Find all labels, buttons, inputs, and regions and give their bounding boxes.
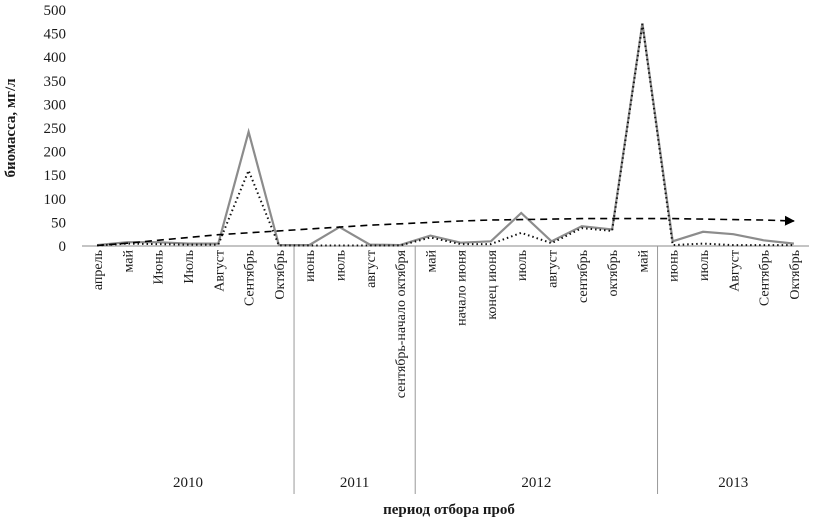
x-tick-label: август [546,250,561,288]
x-axis-ticks: апрель май Июнь Июль Август Сентябрь Октябрь ию… [91,249,803,398]
x-tick-label: октябрь [606,250,621,297]
y-tick-label: 450 [44,27,67,43]
x-tick-label: июль [515,250,530,281]
x-tick-label: июнь [303,250,318,282]
series-line-dashed-trend-arrow [97,215,795,247]
year-label: 2010 [173,475,203,491]
y-tick-label: 50 [51,215,66,231]
x-tick-label: сентябрь [576,250,591,303]
x-tick-label: Август [727,250,742,292]
y-tick-label: 300 [44,97,67,113]
y-tick-label: 500 [44,3,67,19]
x-tick-label: конец июня [485,249,500,319]
y-tick-label: 150 [44,168,67,184]
y-tick-label: 400 [44,50,67,66]
y-tick-label: 200 [44,145,67,161]
x-tick-label: июнь [667,250,682,282]
x-tick-label: Июнь [152,250,167,284]
series-line-solid-gray [96,23,795,247]
x-tick-label: начало июня [455,249,470,325]
x-tick-label: апрель [91,250,106,290]
year-groups: 2010 2011 2012 2013 [173,246,748,494]
year-label: 2011 [340,475,369,491]
x-tick-label: май [121,250,136,273]
x-tick-label: Июль [182,250,197,284]
x-tick-label: Октябрь [788,250,803,300]
y-tick-label: 250 [44,121,67,137]
y-axis-title: биомасса, мг/л [3,78,19,178]
series-lines [96,23,795,247]
x-tick-label: Сентябрь [243,250,258,306]
x-tick-label: май [636,250,651,273]
x-tick-label: июль [697,250,712,281]
series-line-dotted-black [97,24,794,247]
x-tick-label: Сентябрь [758,250,773,306]
year-label: 2013 [718,475,748,491]
x-tick-label: август [364,250,379,288]
x-axis-title: период отбора проб [383,502,515,518]
x-tick-label: май [424,250,439,273]
y-tick-label: 0 [59,239,67,255]
x-tick-label: сентябрь-начало октября [394,249,409,398]
y-axis-ticks: 0 50 100 150 200 250 300 350 400 450 500 [44,3,67,255]
y-tick-label: 100 [44,192,67,208]
year-label: 2012 [521,475,551,491]
x-tick-label: Октябрь [273,250,288,300]
x-tick-label: Август [212,250,227,292]
y-tick-label: 350 [44,74,67,90]
x-tick-label: июль [333,250,348,281]
